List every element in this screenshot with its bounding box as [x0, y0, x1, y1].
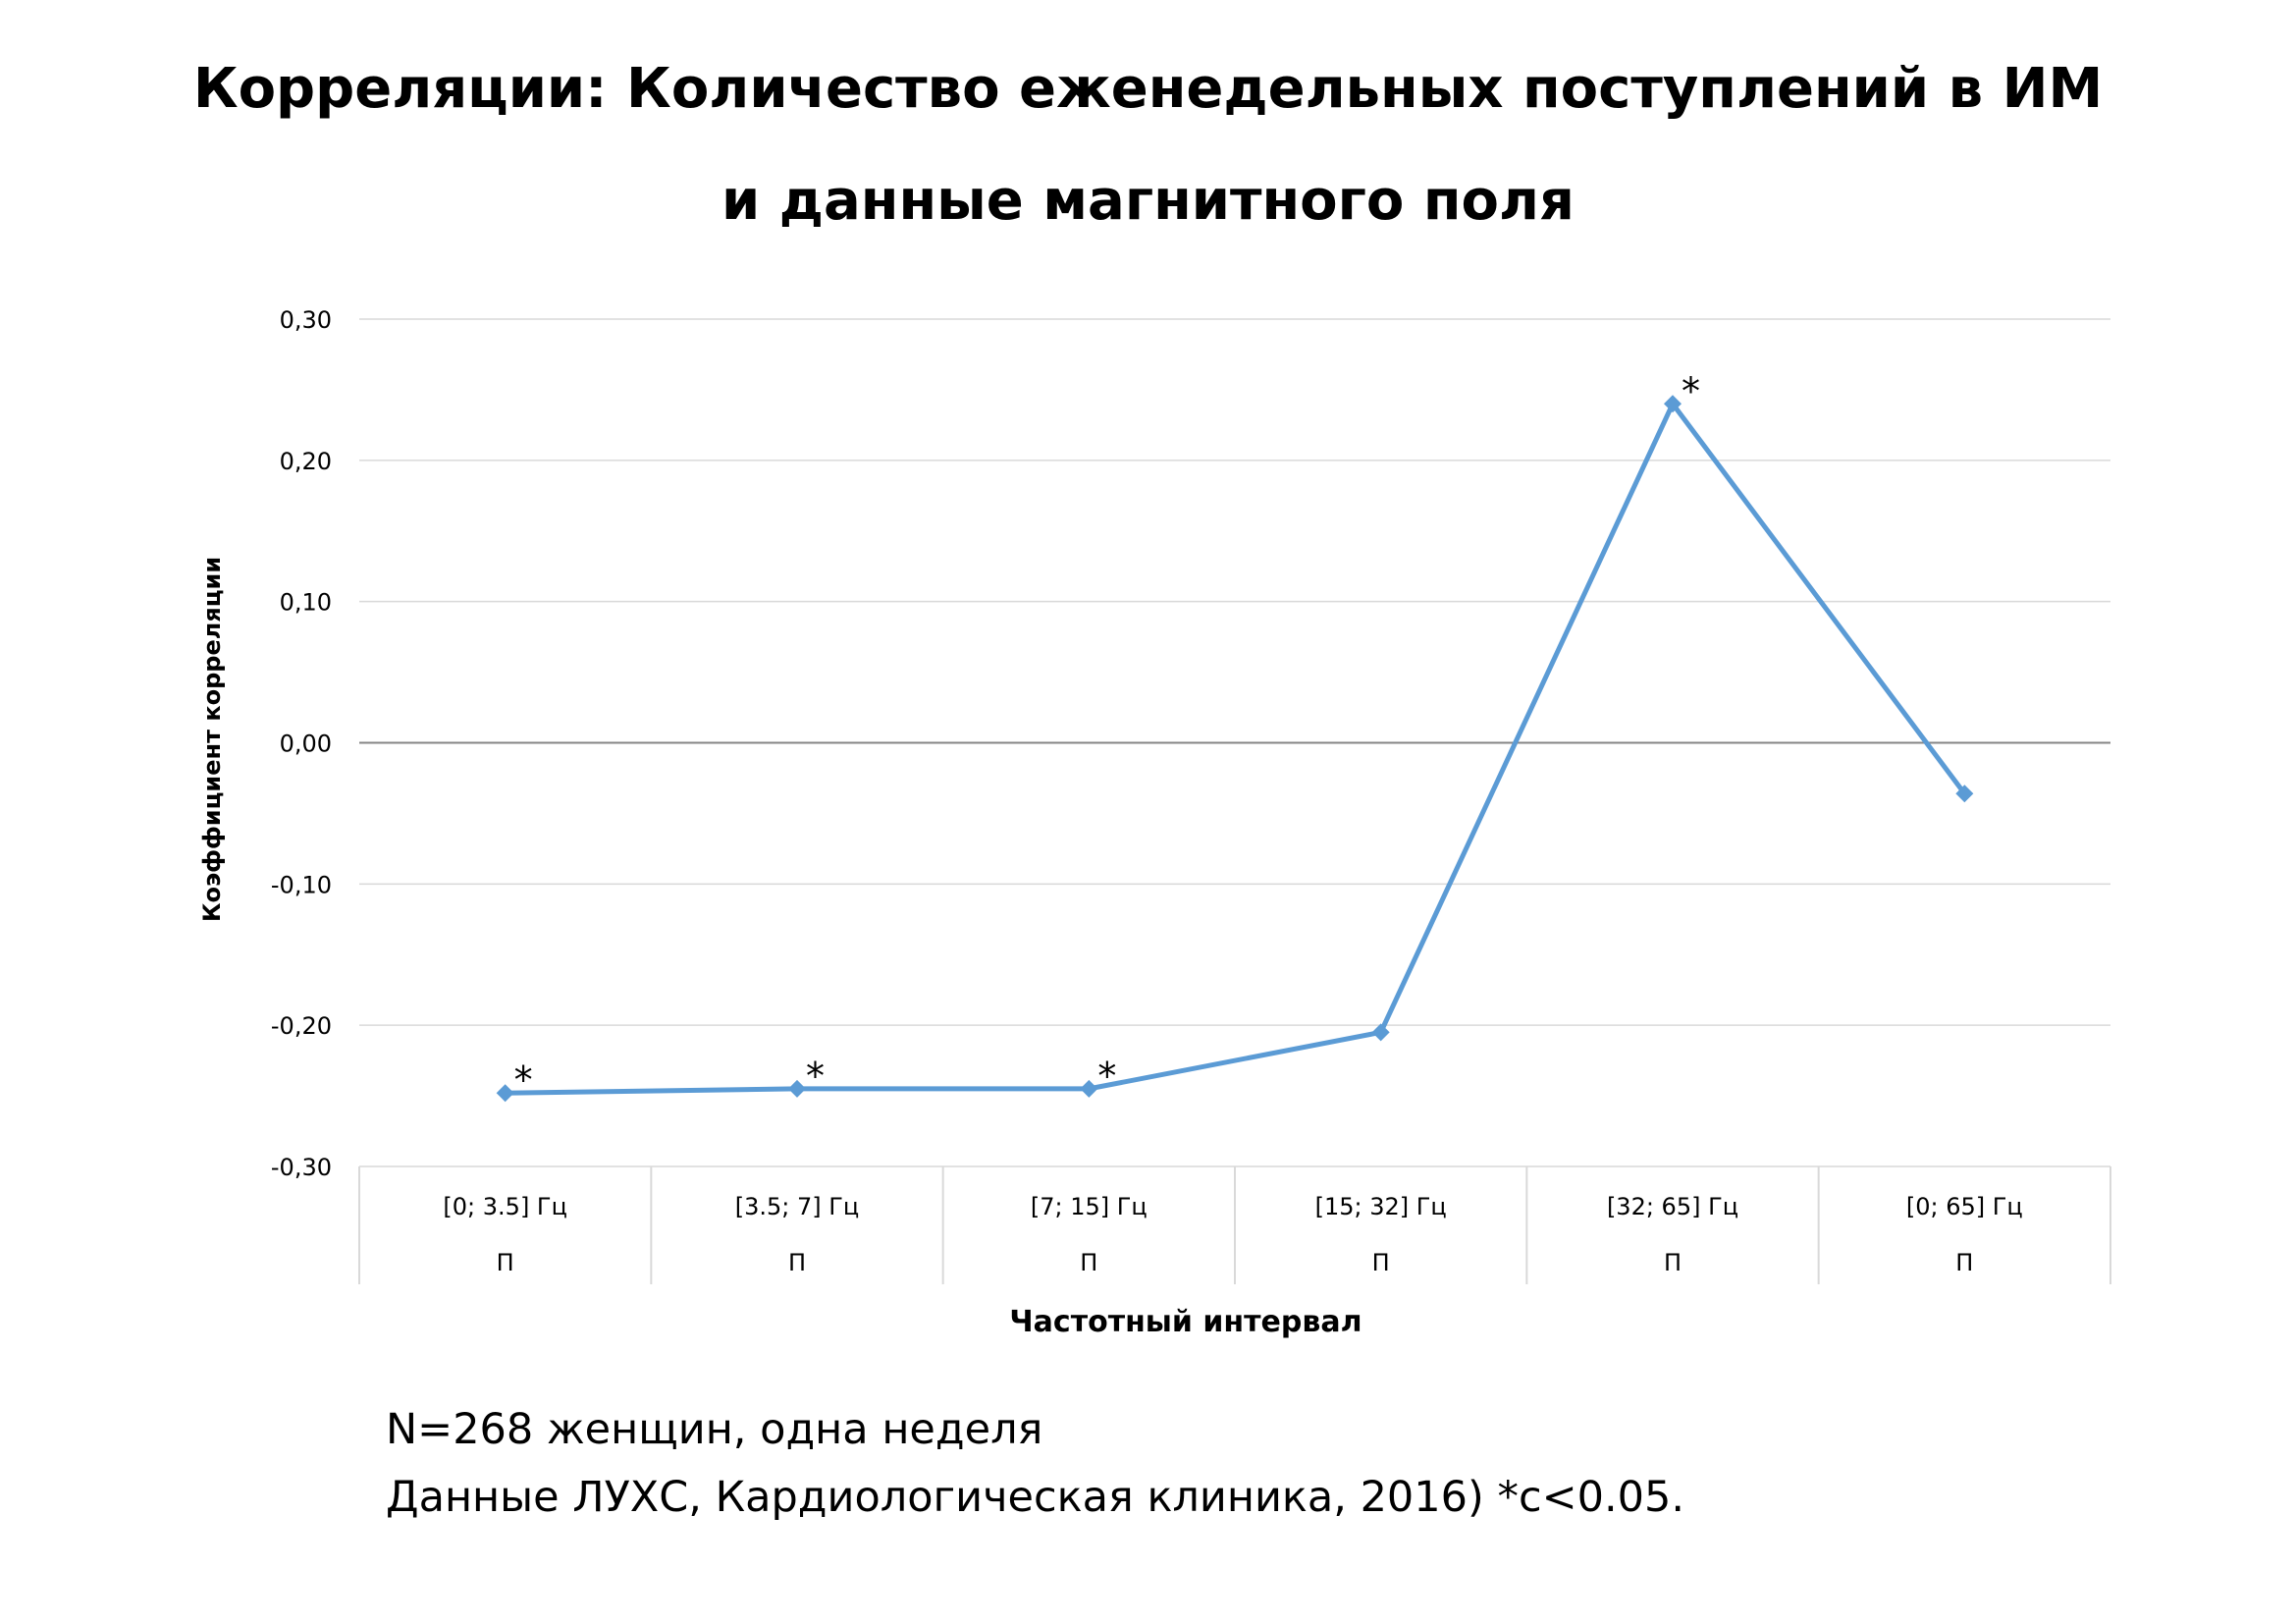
data-point	[1955, 785, 1974, 803]
x-tick-label: [32; 65] Гц	[1607, 1193, 1738, 1220]
significance-marker: *	[1682, 369, 1700, 412]
y-tick-label: -0,10	[271, 871, 332, 898]
chart-title-line-1: Корреляции: Количество еженедельных пост…	[192, 57, 2104, 121]
x-tick-label: [15; 32] Гц	[1315, 1193, 1447, 1220]
data-point	[496, 1084, 514, 1103]
y-tick-label: 0,20	[280, 448, 332, 475]
x-tick-sublabel: П	[1372, 1249, 1390, 1276]
x-tick-label: [3.5; 7] Гц	[735, 1193, 859, 1220]
x-tick-sublabel: П	[788, 1249, 806, 1276]
y-tick-label: -0,30	[271, 1154, 332, 1181]
x-tick-labels: [0; 3.5] Гц П [3.5; 7] Гц П [7; 15] Гц П [15; …	[443, 1193, 2022, 1276]
significance-marker: *	[806, 1055, 825, 1098]
y-tick-label: 0,30	[280, 306, 332, 334]
significance-marker: *	[514, 1058, 533, 1102]
x-tick-sublabel: П	[1664, 1249, 1682, 1276]
axes	[358, 1166, 2111, 1284]
data-point	[788, 1079, 806, 1098]
x-tick-sublabel: П	[497, 1249, 514, 1276]
data-point	[1664, 395, 1682, 413]
x-tick-sublabel: П	[1080, 1249, 1097, 1276]
significance-marker: *	[1097, 1055, 1116, 1098]
x-tick-label: [7; 15] Гц	[1031, 1193, 1148, 1220]
y-tick-label: 0,10	[280, 589, 332, 617]
x-tick-label: [0; 3.5] Гц	[443, 1193, 566, 1220]
data-point	[1080, 1079, 1098, 1098]
y-tick-label: 0,00	[280, 731, 332, 758]
chart-title-line-2: и данные магнитного поля	[721, 169, 1575, 233]
y-axis-label: Коэффициент корреляции	[198, 557, 226, 922]
data-point	[1371, 1023, 1390, 1042]
series-line	[505, 401, 1967, 1096]
y-tick-labels: 0,30 0,20 0,10 0,00 -0,10 -0,20 -0,30	[271, 306, 332, 1181]
gridlines	[359, 318, 2110, 1167]
x-axis-label: Частотный интервал	[1009, 1305, 1362, 1339]
x-tick-sublabel: П	[1955, 1249, 1973, 1276]
x-tick-label: [0; 65] Гц	[1906, 1193, 2023, 1220]
y-tick-label: -0,20	[271, 1012, 332, 1040]
footnote-source: Данные ЛУХС, Кардиологическая клиника, 2…	[386, 1473, 1685, 1522]
footnote-sample: N=268 женщин, одна неделя	[386, 1405, 1043, 1454]
series: * * * *	[496, 369, 1974, 1103]
